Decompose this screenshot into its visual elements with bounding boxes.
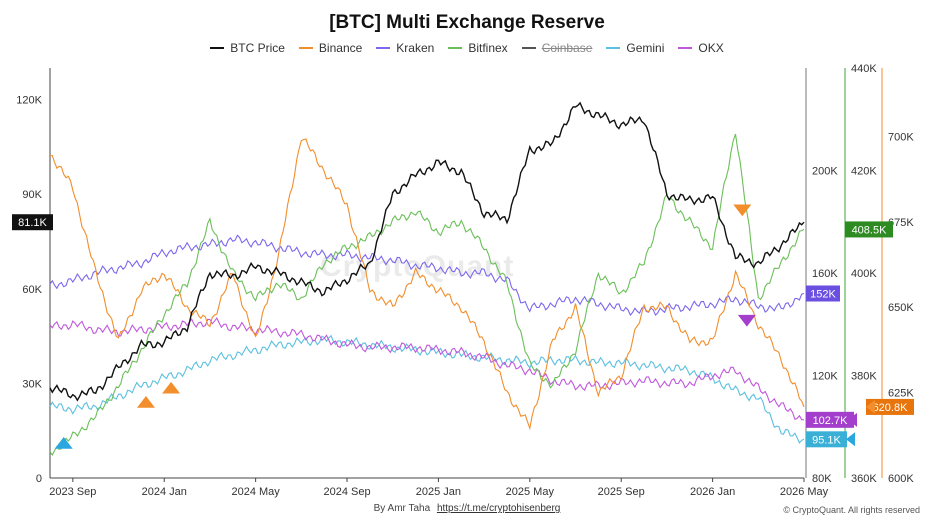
x-tick-label: 2024 Jan: [142, 486, 187, 498]
left-tick-label: 0: [36, 473, 42, 485]
legend-swatch: [448, 47, 463, 49]
r2-tick-label: 440K: [851, 63, 877, 75]
legend-swatch: [606, 47, 621, 49]
r2-tick-label: 360K: [851, 473, 877, 485]
legend-item-okx[interactable]: OKX: [678, 41, 724, 55]
value-label-text: 620.8K: [873, 402, 909, 414]
value-label-box: [845, 221, 893, 238]
left-tick-label: 120K: [16, 95, 42, 107]
series-line-kraken: [49, 234, 805, 317]
series-line-binance: [49, 138, 805, 431]
signal-marker-triangle-up: [54, 437, 73, 449]
value-label-box: [806, 431, 847, 448]
legend-swatch: [376, 47, 391, 49]
value-label-text: 102.7K: [813, 415, 849, 427]
series-line-btc-price: [49, 101, 805, 402]
left-tick-label: 60K: [22, 284, 42, 296]
legend-swatch: [298, 47, 313, 49]
r3-tick-label: 600K: [888, 473, 914, 485]
footer-author: By Amr Taha https://t.me/cryptohisenberg: [0, 503, 934, 514]
series-line-gemini: [49, 334, 805, 444]
r3-tick-label: 675K: [888, 217, 914, 229]
x-tick-label: 2026 May: [780, 486, 829, 498]
legend-item-kraken[interactable]: Kraken: [376, 41, 434, 55]
value-label-box: [12, 214, 53, 231]
legend-item-binance[interactable]: Binance: [298, 41, 363, 55]
series-line-okx: [49, 317, 805, 421]
x-tick-label: 2026 Jan: [690, 486, 735, 498]
legend-label: Binance: [318, 41, 363, 55]
r1-tick-label: 160K: [812, 268, 838, 280]
pointer-arrow: [866, 399, 875, 414]
value-label-box: [866, 398, 914, 415]
value-label-box: [806, 285, 840, 302]
value-label-text: 408.5K: [852, 224, 888, 236]
signal-marker-triangle-up: [162, 381, 181, 394]
r1-tick-label: 80K: [812, 473, 832, 485]
x-tick-label: 2025 Jan: [416, 486, 461, 498]
legend-item-coinbase[interactable]: Coinbase: [521, 41, 593, 55]
legend-label: Bitfinex: [468, 41, 508, 55]
chart-title: [BTC] Multi Exchange Reserve: [329, 12, 605, 33]
x-tick-label: 2024 May: [231, 486, 280, 498]
legend-label: Gemini: [626, 41, 665, 55]
signal-marker-triangle-up: [136, 396, 155, 408]
legend-item-btc-price[interactable]: BTC Price: [210, 41, 285, 55]
x-tick-label: 2024 Sep: [323, 486, 370, 498]
legend-swatch: [678, 47, 693, 49]
legend-label: OKX: [698, 41, 724, 55]
chart-legend: BTC Price Binance Kraken Bitfinex Coinbase Ge…: [0, 41, 934, 55]
legend-label: BTC Price: [230, 41, 285, 55]
copyright-text: © CryptoQuant. All rights reserved: [783, 505, 920, 515]
r2-tick-label: 420K: [851, 166, 877, 178]
legend-swatch: [210, 47, 225, 49]
legend-label: Coinbase: [541, 41, 593, 55]
r2-tick-label: 400K: [851, 268, 877, 280]
left-tick-label: 30K: [22, 378, 42, 390]
pointer-arrow: [848, 412, 857, 427]
r2-tick-label: 380K: [851, 371, 877, 383]
r3-tick-label: 650K: [888, 302, 914, 314]
x-tick-label: 2025 Sep: [598, 486, 645, 498]
value-label-text: 81.1K: [18, 217, 47, 229]
signal-marker-triangle-down: [737, 314, 756, 327]
author-link[interactable]: https://t.me/cryptohisenberg: [436, 503, 561, 514]
r3-tick-label: 625K: [888, 388, 914, 400]
author-text: By Amr Taha: [373, 503, 431, 514]
pointer-arrow: [846, 432, 855, 447]
value-label-text: 95.1K: [812, 434, 841, 446]
value-label-box: [806, 411, 854, 428]
legend-label: Kraken: [396, 41, 435, 55]
value-label-text: 152K: [810, 289, 836, 301]
series-line-bitfinex: [49, 133, 805, 456]
legend-swatch: [521, 47, 536, 49]
x-tick-label: 2023 Sep: [49, 486, 96, 498]
r1-tick-label: 200K: [812, 166, 838, 178]
legend-item-bitfinex[interactable]: Bitfinex: [448, 41, 508, 55]
x-tick-label: 2025 May: [506, 486, 555, 498]
r1-tick-label: 120K: [812, 371, 838, 383]
left-tick-label: 90K: [22, 189, 42, 201]
r3-tick-label: 700K: [888, 131, 914, 143]
signal-marker-triangle-down: [733, 204, 752, 217]
legend-item-gemini[interactable]: Gemini: [606, 41, 664, 55]
